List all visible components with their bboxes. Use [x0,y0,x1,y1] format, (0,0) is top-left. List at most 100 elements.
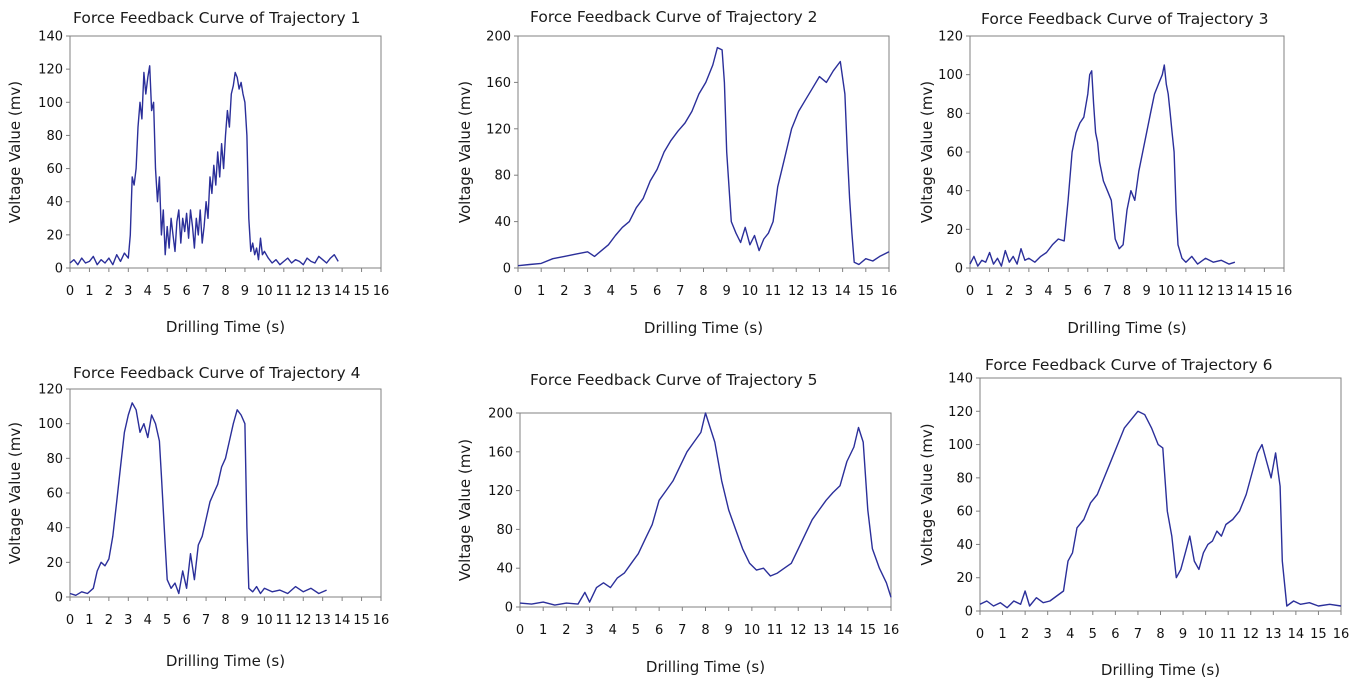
x-tick-label: 2 [562,623,570,638]
x-axis-label: Drilling Time (s) [1067,319,1186,337]
x-tick-label: 11 [276,284,293,299]
x-tick-label: 15 [1310,627,1327,642]
x-tick-label: 0 [514,284,522,299]
x-tick-label: 12 [1242,627,1259,642]
chart-panel-1: Force Feedback Curve of Trajectory 1 0 20 4… [0,0,451,339]
y-tick-label: 120 [38,63,63,78]
y-tick-label: 200 [488,407,513,422]
y-tick-label: 40 [46,195,63,210]
y-axis-label: Voltage Value (mv) [456,81,474,223]
x-tick-label: 4 [609,623,617,638]
x-axis-label: Drilling Time (s) [1101,661,1220,678]
y-tick-label: 20 [956,571,973,586]
x-tick-label: 1 [985,284,993,299]
y-tick-label: 0 [505,601,513,616]
x-tick-label: 15 [858,284,875,299]
chart-title: Force Feedback Curve of Trajectory 5 [530,371,817,389]
y-tick-label: 120 [38,383,63,398]
chart-panel-5: Force Feedback Curve of Trajectory 5 0 40 8… [451,339,902,678]
plot-frame [519,412,892,608]
x-tick-label: 4 [144,613,152,628]
x-tick-label: 1 [85,284,93,299]
x-tick-label: 1 [85,613,93,628]
x-tick-label: 3 [1025,284,1033,299]
chart-panel-2: Force Feedback Curve of Trajectory 2 0 40 8… [451,0,902,339]
x-tick-label: 7 [1103,284,1111,299]
x-tick-label: 3 [585,623,593,638]
x-tick-label: 10 [742,284,759,299]
chart-title: Force Feedback Curve of Trajectory 3 [981,10,1268,28]
x-tick-label: 1 [537,284,545,299]
x-tick-label: 6 [653,284,661,299]
x-tick-label: 11 [765,284,782,299]
x-tick-label: 10 [256,613,273,628]
x-tick-label: 11 [767,623,784,638]
x-tick-label: 12 [790,623,807,638]
y-tick-label: 80 [956,471,973,486]
y-tick-label: 100 [38,417,63,432]
x-tick-label: 1 [998,627,1006,642]
x-tick-label: 12 [295,284,312,299]
chart-panel-4: Force Feedback Curve of Trajectory 4 0 20 4… [0,339,451,678]
y-tick-label: 0 [965,605,973,620]
x-tick-label: 16 [373,284,390,299]
chart-title: Force Feedback Curve of Trajectory 1 [73,9,360,27]
x-tick-label: 4 [1044,284,1052,299]
chart-title: Force Feedback Curve of Trajectory 2 [530,8,817,26]
x-tick-label: 5 [163,284,171,299]
x-tick-label: 10 [256,284,273,299]
x-axis-label: Drilling Time (s) [646,658,765,676]
series-line-1 [979,410,1342,609]
chart-svg-3: Force Feedback Curve of Trajectory 3 0 20 4… [918,10,1292,337]
x-tick-label: 8 [701,623,709,638]
x-tick-label: 5 [630,284,638,299]
x-tick-label: 13 [813,623,830,638]
x-tick-label: 14 [834,284,851,299]
y-tick-label: 120 [938,30,963,45]
x-tick-label: 4 [144,284,152,299]
y-tick-label: 80 [494,169,511,184]
y-tick-label: 160 [486,76,511,91]
chart-svg-2: Force Feedback Curve of Trajectory 2 0 40 8… [456,8,897,337]
x-tick-label: 2 [1021,627,1029,642]
x-tick-label: 16 [1333,627,1350,642]
y-tick-label: 20 [946,223,963,238]
x-tick-label: 0 [66,613,74,628]
series-line-1 [69,402,327,596]
chart-panel-6: Force Feedback Curve of Trajectory 6 0 20 4… [902,339,1354,678]
y-tick-label: 0 [955,262,963,277]
x-tick-label: 14 [334,613,351,628]
chart-title: Force Feedback Curve of Trajectory 4 [73,364,360,382]
chart-title: Force Feedback Curve of Trajectory 6 [985,356,1272,374]
x-tick-label: 9 [723,284,731,299]
y-tick-label: 20 [46,228,63,243]
x-tick-label: 0 [66,284,74,299]
x-tick-label: 7 [678,623,686,638]
y-tick-label: 60 [946,146,963,161]
x-tick-label: 5 [163,613,171,628]
x-tick-label: 0 [516,623,524,638]
x-tick-label: 12 [295,613,312,628]
y-axis-label: Voltage Value (mv) [456,439,474,581]
x-tick-label: 15 [1256,284,1273,299]
x-tick-label: 2 [560,284,568,299]
y-tick-label: 40 [496,562,513,577]
y-tick-label: 60 [46,487,63,502]
x-tick-label: 3 [124,284,132,299]
x-tick-label: 7 [202,284,210,299]
x-tick-label: 9 [1179,627,1187,642]
y-tick-label: 160 [488,445,513,460]
x-tick-label: 8 [699,284,707,299]
y-tick-label: 100 [38,96,63,111]
y-axis-label: Voltage Value (mv) [918,81,936,223]
y-tick-label: 120 [488,484,513,499]
y-tick-label: 0 [55,262,63,277]
x-tick-label: 13 [811,284,828,299]
x-tick-label: 15 [860,623,877,638]
x-tick-label: 9 [725,623,733,638]
y-axis-label: Voltage Value (mv) [6,81,24,223]
y-tick-label: 40 [494,215,511,230]
x-tick-label: 5 [1064,284,1072,299]
x-tick-label: 0 [976,627,984,642]
x-tick-label: 11 [276,613,293,628]
